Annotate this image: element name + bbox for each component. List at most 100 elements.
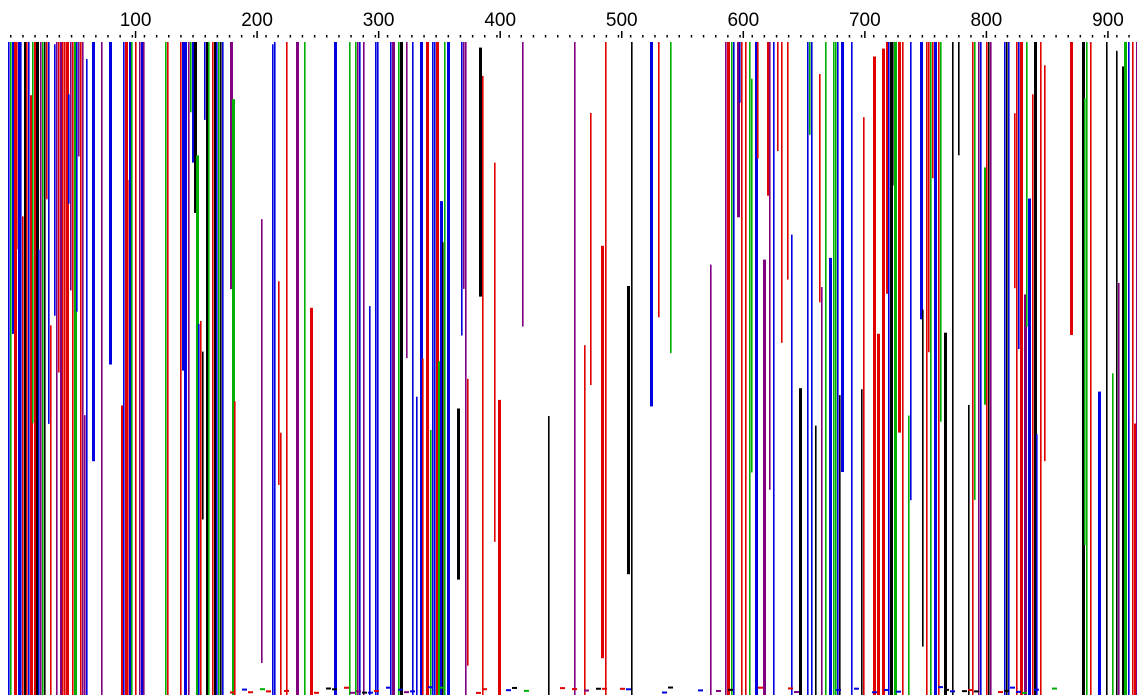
ruler-dot	[800, 35, 802, 38]
alignment-column	[123, 42, 125, 695]
alignment-column	[670, 42, 672, 354]
ruler-dot	[945, 35, 948, 38]
alignment-column	[829, 257, 832, 695]
alignment-column	[741, 42, 743, 695]
alignment-column	[127, 179, 129, 695]
ruler-dot	[216, 35, 219, 38]
alignment-column	[1016, 42, 1018, 695]
alignment-column	[390, 42, 392, 695]
alignment-column	[200, 320, 202, 695]
alignment-column	[894, 42, 897, 695]
alignment-column	[92, 42, 95, 462]
alignment-column	[757, 42, 759, 159]
alignment-residue	[758, 686, 763, 689]
alignment-column	[944, 332, 947, 695]
ruler-dot	[289, 35, 292, 38]
alignment-column	[815, 425, 817, 695]
alignment-column	[1084, 98, 1086, 546]
alignment-column	[109, 42, 112, 365]
alignment-column	[751, 78, 753, 473]
alignment-column	[40, 42, 42, 695]
ruler-dot	[642, 35, 644, 38]
alignment-residue	[998, 691, 1003, 694]
alignment-residue	[362, 691, 367, 694]
alignment-column	[777, 42, 779, 151]
alignment-column	[274, 42, 276, 695]
alignment-column	[574, 42, 576, 695]
ruler-dot	[666, 35, 668, 38]
alignment-column	[821, 287, 823, 695]
alignment-column	[188, 42, 190, 695]
alignment-residue	[944, 688, 949, 691]
alignment-residue	[314, 691, 319, 694]
alignment-column	[1036, 434, 1038, 695]
ruler-dot	[374, 35, 377, 38]
alignment-column	[952, 42, 954, 695]
alignment-column	[28, 42, 30, 695]
alignment-residue	[1010, 686, 1015, 689]
alignment-residue	[440, 686, 445, 689]
alignment-column	[727, 42, 730, 695]
ruler-dot	[508, 35, 510, 38]
alignment-column	[125, 42, 128, 695]
alignment-column	[278, 281, 280, 485]
alignment-column	[359, 42, 361, 695]
ruler-dot	[897, 35, 899, 38]
alignment-column	[584, 345, 586, 695]
alignment-column	[72, 42, 74, 695]
alignment-residue	[626, 688, 631, 691]
alignment-column	[958, 42, 960, 156]
alignment-residue	[560, 687, 565, 690]
alignment-column	[440, 201, 443, 695]
ruler-dot	[1116, 35, 1118, 38]
alignment-column	[548, 416, 550, 695]
alignment-column	[26, 42, 28, 695]
alignment-column	[377, 42, 379, 695]
alignment-residue	[428, 686, 433, 689]
alignment-column	[1020, 42, 1023, 695]
ruler-dot	[192, 35, 194, 38]
alignment-residue	[602, 687, 607, 690]
alignment-column	[1124, 42, 1127, 695]
ruler-label: 300	[363, 10, 395, 31]
alignment-residue	[260, 688, 265, 691]
alignment-residue	[284, 689, 289, 692]
alignment-column	[426, 42, 429, 695]
alignment-column	[920, 42, 923, 320]
alignment-column	[234, 401, 236, 695]
alignment-column	[825, 42, 827, 695]
alignment-residue	[398, 688, 403, 691]
alignment-column	[467, 378, 469, 666]
alignment-column	[46, 42, 48, 200]
ruler-dot	[228, 35, 231, 38]
ruler-dot	[933, 35, 936, 38]
alignment-column	[30, 95, 33, 695]
ruler-dot	[484, 35, 486, 38]
alignment-column	[892, 42, 894, 186]
alignment-column	[82, 42, 84, 695]
ruler-dot	[496, 35, 498, 38]
alignment-column	[737, 42, 740, 218]
alignment-column	[873, 56, 876, 695]
alignment-column	[1128, 42, 1130, 695]
alignment-residue	[1052, 687, 1057, 690]
alignment-column	[767, 42, 770, 196]
alignment-column	[841, 42, 844, 472]
alignment-column	[184, 42, 187, 695]
alignment-column	[755, 42, 758, 695]
ruler-dot	[435, 35, 437, 38]
alignment-column	[1028, 198, 1031, 695]
alignment-column	[910, 42, 912, 501]
alignment-column	[334, 42, 337, 695]
ruler-dot	[751, 35, 753, 38]
alignment-column	[141, 42, 144, 695]
alignment-column	[190, 42, 192, 113]
ruler-dot	[690, 35, 693, 38]
alignment-column	[204, 42, 206, 120]
alignment-column	[36, 42, 39, 695]
ruler-dot	[155, 35, 158, 38]
alignment-column	[434, 42, 436, 695]
alignment-column	[1004, 42, 1006, 695]
alignment-column	[208, 42, 210, 695]
